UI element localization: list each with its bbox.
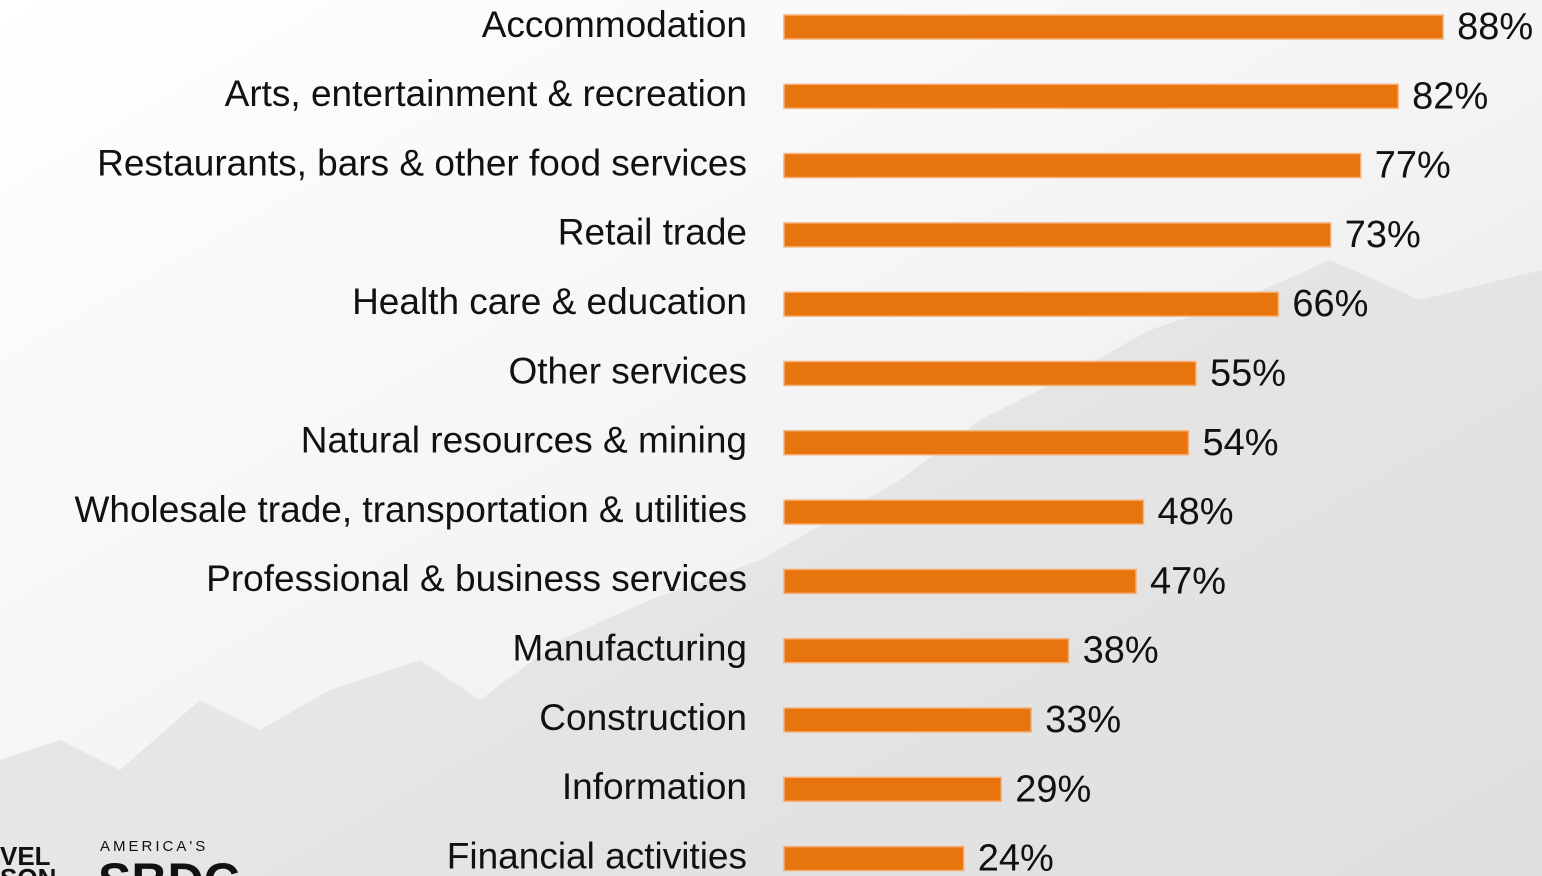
category-label: Manufacturing (513, 627, 747, 668)
bar (783, 637, 1070, 664)
category-label: Health care & education (352, 281, 747, 322)
bar (783, 152, 1362, 179)
logo-text: VEL (0, 841, 51, 871)
category-label: Natural resources & mining (301, 420, 747, 461)
value-label: 66% (1292, 283, 1368, 325)
category-label: Wholesale trade, transportation & utilit… (74, 489, 747, 530)
bar (783, 499, 1145, 525)
category-label: Other services (508, 350, 747, 391)
value-label: 82% (1412, 75, 1488, 117)
bar (783, 568, 1137, 595)
category-label: Accommodation (482, 4, 747, 45)
value-label: 24% (978, 838, 1054, 876)
bar (783, 360, 1197, 387)
bar (783, 776, 1002, 803)
value-label: 47% (1150, 560, 1226, 602)
value-label: 55% (1210, 353, 1286, 395)
category-label: Information (562, 766, 747, 807)
logo-text: SON (0, 863, 56, 876)
value-label: 88% (1457, 6, 1533, 48)
category-label: Retail trade (558, 212, 747, 253)
value-label: 77% (1375, 145, 1451, 187)
category-label: Arts, entertainment & recreation (225, 73, 747, 114)
logo-text: AMERICA'S (100, 838, 208, 855)
bar (783, 83, 1399, 110)
value-label: 73% (1345, 214, 1421, 256)
bar (783, 845, 965, 872)
category-label: Financial activities (447, 835, 747, 876)
value-label: 38% (1083, 630, 1159, 672)
value-label: 54% (1202, 422, 1278, 464)
tree-silhouette (0, 260, 1542, 876)
category-label: Construction (539, 697, 747, 738)
bar (783, 291, 1280, 317)
bar (783, 430, 1190, 456)
value-label: 33% (1045, 699, 1121, 741)
bar (783, 707, 1032, 733)
bar (783, 222, 1332, 248)
value-label: 48% (1158, 491, 1234, 533)
value-label: 29% (1015, 768, 1091, 810)
category-label: Restaurants, bars & other food services (97, 142, 747, 183)
category-label: Professional & business services (206, 558, 747, 599)
logo-text: SBDC (98, 853, 240, 876)
bar (783, 14, 1444, 40)
